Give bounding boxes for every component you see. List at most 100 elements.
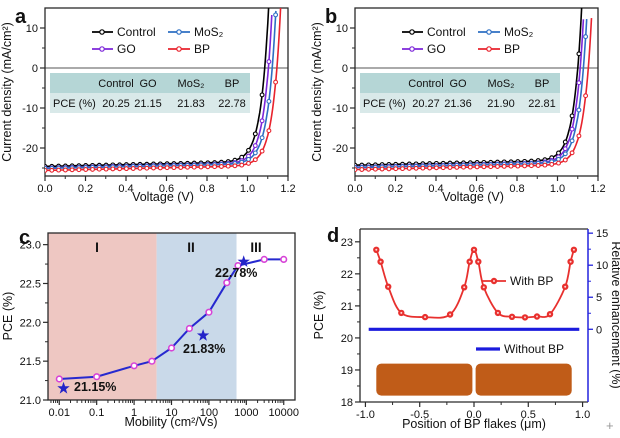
table-row-bg: [360, 93, 560, 113]
table-cell: 21.15: [134, 98, 162, 110]
right-y-tick-label: 5: [596, 292, 602, 304]
legend-item-control: Control: [92, 25, 156, 39]
star-marker-icon: [237, 255, 250, 267]
table-col-header: Control: [98, 78, 133, 90]
x-axis-label-a: Voltage (V): [132, 190, 194, 204]
jv-curves: [355, 8, 593, 173]
star-marker-icon: [57, 381, 70, 394]
pce-table-a: Control GO MoS₂ BP PCE (%) 20.25 21.15 2…: [50, 73, 250, 113]
x-tick-label: 1.0: [550, 183, 565, 195]
x-tick-label: 1.2: [280, 183, 295, 195]
legend-marker-icon: [486, 46, 492, 52]
region-II: [156, 233, 237, 400]
table-cell: 22.81: [528, 98, 556, 110]
right-y-tick-label: 0: [596, 324, 602, 336]
panel-b-jv-chart: 0.0 0.2 0.4 0.6 0.8 1.0 1.2 10 0 -10 -20 b Voltage…: [310, 6, 606, 204]
table-header-bg: [50, 73, 250, 93]
x-tick-label: 10000: [268, 407, 299, 419]
table-col-header: BP: [535, 78, 550, 90]
legend-marker-icon: [176, 29, 182, 35]
x-tick-label: 1.0: [240, 183, 255, 195]
table-col-header: MoS₂: [488, 78, 515, 90]
legend-marker-icon: [409, 29, 415, 35]
x-tick-label: 0.8: [199, 183, 214, 195]
table-row-bg: [50, 93, 250, 113]
y-tick-label: 19: [341, 365, 353, 377]
panel-letter-d: d: [327, 225, 339, 247]
x-axis-label-d: Position of BP flakes (μm): [402, 417, 546, 431]
legend-label: MoS₂: [504, 25, 534, 39]
y-tick-label: 10: [26, 23, 38, 35]
panel-letter-a: a: [15, 6, 27, 28]
region-label-1: I: [95, 240, 99, 255]
table-col-header: GO: [139, 78, 157, 90]
plot-area-c: 0.01 0.1 1 10 100 1000 10000 21.0 21.5 22.0 22.5 23…: [20, 232, 299, 419]
x-tick-label: 0.01: [49, 407, 70, 419]
legend-item-bp: BP: [478, 42, 520, 56]
ticks: 0.0 0.2 0.4 0.6 0.8 1.0 1.2 10 0 -10 -20: [332, 23, 606, 195]
table-cell: 20.27: [412, 98, 440, 110]
y-tick-label: 21: [341, 301, 353, 313]
star-marker-icon: [196, 329, 210, 341]
legend-without-bp: Without BP: [476, 342, 564, 356]
x-tick-label: 0.1: [89, 407, 104, 419]
y-tick-label: -10: [332, 103, 348, 115]
x-tick-label: 0.2: [78, 183, 93, 195]
x-tick-label: 1.2: [590, 183, 605, 195]
table-col-header: Control: [408, 78, 443, 90]
x-tick-label: 0.0: [466, 409, 481, 421]
legend-item-bp: BP: [168, 42, 210, 56]
x-tick-label: 0.8: [509, 183, 524, 195]
x-tick-label: 0.6: [159, 183, 174, 195]
legend-item-go: GO: [402, 42, 446, 56]
panel-letter-b: b: [325, 6, 337, 28]
panel-d-bp-position-chart: -1.0 -0.5 0.0 0.5 1.0 23 22 21 20 19 18 15 10 5 0 d Po…: [312, 225, 620, 431]
x-tick-label: 1.0: [575, 409, 590, 421]
legend-item-mos2: MoS₂: [478, 25, 534, 39]
pce-table-b: Control GO MoS₂ BP PCE (%) 20.27 21.36 2…: [360, 73, 560, 113]
table-header-bg: [360, 73, 560, 93]
x-tick-label: 0.4: [118, 183, 133, 195]
star-label-go: 21.15%: [74, 380, 116, 394]
y-tick-label: -10: [22, 103, 38, 115]
ticks: 0.0 0.2 0.4 0.6 0.8 1.0 1.2 10 0 -10 -20: [22, 23, 296, 195]
x-tick-label: 0.0: [37, 183, 52, 195]
table-cell: 21.36: [444, 98, 472, 110]
y-tick-label: 23.0: [20, 240, 41, 252]
x-tick-label: -0.5: [410, 409, 429, 421]
legend-item-control: Control: [402, 25, 466, 39]
region-label-2: II: [187, 240, 195, 255]
table-cell: 20.25: [102, 98, 130, 110]
table-col-header: MoS₂: [178, 78, 205, 90]
legend-label: GO: [117, 42, 136, 56]
y-tick-label: 21.0: [20, 395, 41, 407]
y-axis-label-c: PCE (%): [1, 292, 15, 341]
legend-label: Control: [117, 25, 156, 39]
panel-c-pce-mobility-chart: 0.01 0.1 1 10 100 1000 10000 21.0 21.5 22.0 22.5 23…: [1, 227, 299, 429]
table-row-label: PCE (%): [53, 98, 96, 110]
x-tick-label: 0.2: [388, 183, 403, 195]
y-tick-label: 22.0: [20, 317, 41, 329]
legend-label: Control: [427, 25, 466, 39]
y-axis-label-d: PCE (%): [312, 291, 326, 340]
legend-marker-icon: [409, 46, 415, 52]
bp-flake-shape: [475, 363, 572, 396]
legend-marker-icon: [176, 46, 182, 52]
right-y-tick-label: 10: [596, 260, 608, 272]
x-tick-label: 0.4: [428, 183, 443, 195]
curve-Control: [45, 8, 270, 168]
legend-a: Control MoS₂ GO BP: [92, 25, 224, 56]
plot-area-b: 0.0 0.2 0.4 0.6 0.8 1.0 1.2 10 0 -10 -20: [332, 7, 606, 195]
legend-label: Without BP: [504, 342, 564, 356]
legend-label: BP: [504, 42, 520, 56]
legend-label: With BP: [510, 274, 553, 288]
legend-item-mos2: MoS₂: [168, 25, 224, 39]
region-label-3: III: [250, 240, 261, 255]
right-y-axis-label-d: Relative enhancement (%): [609, 241, 620, 388]
region-I: [48, 233, 157, 400]
x-tick-label: 0.6: [469, 183, 484, 195]
table-cell: 21.83: [177, 98, 205, 110]
y-tick-label: 0: [32, 63, 38, 75]
legend-label: BP: [194, 42, 210, 56]
